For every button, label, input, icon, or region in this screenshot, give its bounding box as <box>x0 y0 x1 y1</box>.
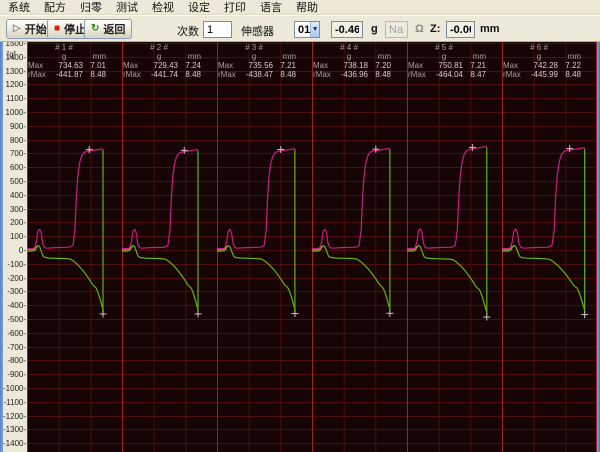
y-axis-tick-label: -700- <box>7 342 26 352</box>
y-axis-tick-label: 200- <box>9 218 26 228</box>
y-axis-tick-label: -1200- <box>3 411 27 421</box>
y-axis-tick-label: 1200- <box>5 80 26 90</box>
stop-button-label: 停止 <box>64 24 87 36</box>
y-axis: [g] 1500- 1400- 1300- 1200- 1100- 1000- 900- 80… <box>3 42 27 452</box>
menu-item-9[interactable]: 帮助 <box>296 2 318 14</box>
count-input[interactable] <box>203 21 232 38</box>
play-icon: ▷ <box>13 23 21 34</box>
resistance-unit: Ω <box>415 23 424 35</box>
y-axis-tick-label: -300- <box>7 287 26 297</box>
menu-item-4[interactable]: 测试 <box>116 2 138 14</box>
count-label: 次数 <box>177 26 199 38</box>
menu-item-6[interactable]: 设定 <box>188 2 210 14</box>
menu-item-1[interactable]: 系统 <box>8 2 30 14</box>
chart-canvas <box>27 42 597 452</box>
y-axis-tick-label: 1000- <box>5 108 26 117</box>
y-axis-tick-label: -200- <box>7 273 26 283</box>
y-axis-tick-label: 0- <box>18 246 26 255</box>
y-axis-tick-label: 500- <box>9 177 26 186</box>
y-axis-tick-label: 900- <box>9 121 26 131</box>
y-axis-tick-label: 400- <box>9 190 26 200</box>
sensor-select-value: 01 <box>298 23 311 36</box>
force-readout[interactable] <box>331 21 363 38</box>
y-axis-tick-label: -600- <box>7 328 26 338</box>
plot-region: [g] 1500- 1400- 1300- 1200- 1100- 1000- 900- 80… <box>0 42 600 452</box>
menu-bar: 系统 配方 归零 测试 检视 设定 打印 语言 帮助 <box>0 0 600 15</box>
stop-icon: ■ <box>54 23 61 34</box>
force-unit: g <box>371 23 378 35</box>
y-axis-tick-label: -800- <box>7 356 26 366</box>
z-label: Z: <box>430 23 441 35</box>
y-axis-tick-label: -100- <box>7 259 26 269</box>
window-right-edge <box>597 42 600 452</box>
y-axis-tick-label: 100- <box>9 232 26 242</box>
y-axis-tick-label: -1000- <box>3 384 27 393</box>
y-axis-tick-label: -900- <box>7 370 26 380</box>
y-axis-tick-label: -1400- <box>3 439 27 449</box>
start-button-label: 开始 <box>24 24 47 36</box>
menu-item-2[interactable]: 配方 <box>44 2 66 14</box>
menu-item-7[interactable]: 打印 <box>224 2 246 14</box>
y-axis-tick-label: 300- <box>9 204 26 214</box>
return-button[interactable]: ↻ 返回 <box>84 19 133 39</box>
y-axis-tick-label: 1300- <box>5 66 26 76</box>
z-unit: mm <box>480 23 500 35</box>
sensor-label: 伸感器 <box>241 26 274 38</box>
y-axis-tick-label: 800- <box>9 135 26 145</box>
return-arrow-icon: ↻ <box>91 23 100 34</box>
y-axis-tick-label: -1300- <box>3 425 27 435</box>
y-axis-unit: [g] <box>7 50 16 59</box>
return-button-label: 返回 <box>103 24 126 36</box>
toolbar: ▷ 开始 ■ 停止 ↻ 返回 次数 伸感器 01 ▼ g Ω Z: mm <box>0 15 600 42</box>
window-left-edge <box>0 42 3 452</box>
sensor-select[interactable]: 01 ▼ <box>294 21 320 38</box>
y-axis-tick-label: -1100- <box>3 397 26 407</box>
y-axis-tick-label: 1500- <box>5 42 26 48</box>
menu-item-8[interactable]: 语言 <box>260 2 282 14</box>
y-axis-tick-label: 600- <box>9 163 26 173</box>
z-readout[interactable] <box>446 21 475 38</box>
y-axis-tick-label: -500- <box>7 315 26 324</box>
stop-button[interactable]: ■ 停止 <box>47 19 94 39</box>
y-axis-tick-label: 700- <box>9 149 26 159</box>
y-axis-tick-label: 1100- <box>6 94 26 104</box>
menu-item-5[interactable]: 检视 <box>152 2 174 14</box>
y-axis-tick-label: -400- <box>7 301 26 311</box>
y-axis-tick-label: 1400- <box>5 52 26 62</box>
resistance-readout <box>385 21 408 38</box>
menu-item-3[interactable]: 归零 <box>80 2 102 14</box>
chevron-down-icon: ▼ <box>310 22 319 37</box>
